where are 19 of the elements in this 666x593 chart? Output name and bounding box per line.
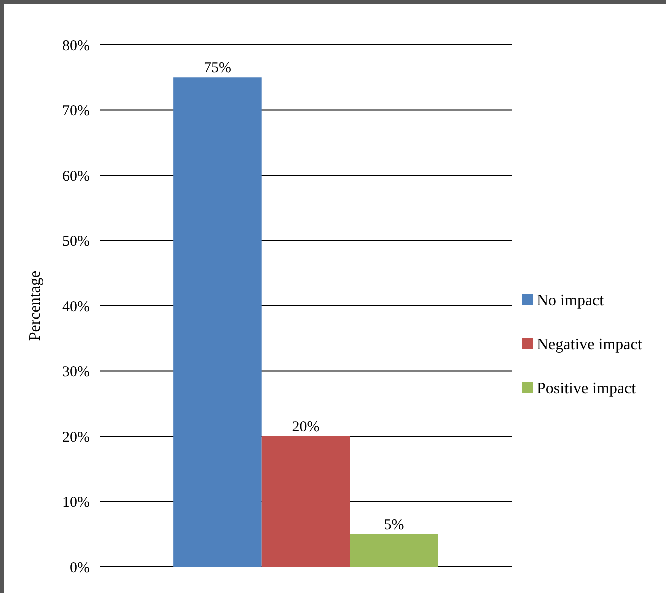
- bar: [262, 436, 350, 567]
- y-tick-label: 10%: [62, 495, 90, 511]
- y-tick-label: 70%: [62, 104, 90, 120]
- y-tick-label: 40%: [62, 299, 90, 316]
- y-tick-label: 20%: [62, 430, 90, 446]
- y-axis-title: Percentage: [27, 270, 44, 342]
- legend-label: Negative impact: [537, 336, 643, 354]
- bar: [350, 534, 438, 567]
- y-tick-label: 60%: [62, 168, 90, 185]
- y-tick-label: 30%: [62, 364, 90, 380]
- y-tick-label: 80%: [62, 38, 90, 54]
- y-tick-label: 0%: [70, 560, 90, 576]
- y-tick-label: 50%: [62, 234, 90, 250]
- data-label: 20%: [292, 420, 320, 436]
- legend-label: Positive impact: [537, 380, 637, 398]
- bar: [174, 78, 262, 567]
- data-label: 5%: [384, 517, 404, 534]
- data-label: 75%: [204, 60, 232, 77]
- legend-label: No impact: [537, 292, 605, 310]
